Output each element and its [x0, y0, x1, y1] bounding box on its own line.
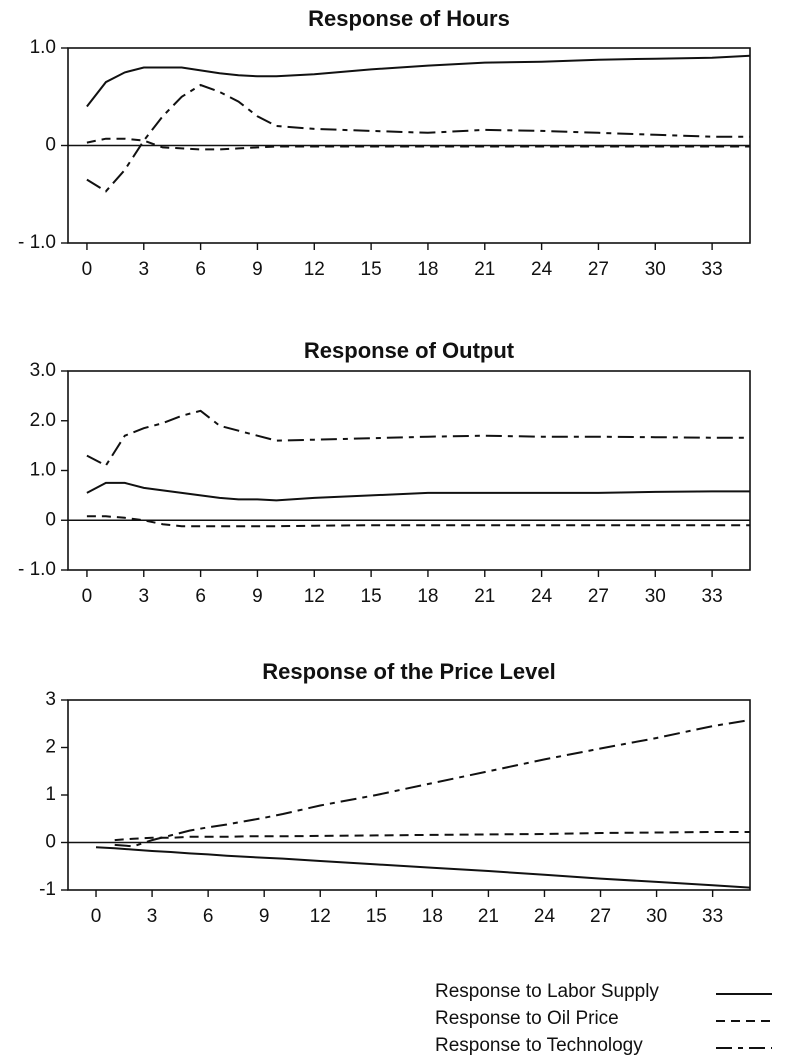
chart-title: Response of Output [304, 338, 515, 363]
y-tick-label: 0 [45, 135, 56, 156]
y-tick-label: 3 [45, 689, 56, 710]
y-tick-label: 0 [45, 832, 56, 853]
series-line [114, 831, 750, 842]
x-tick-label: 3 [147, 906, 158, 927]
y-tick-label: 2.0 [30, 410, 56, 431]
y-tick-label: - 1.0 [18, 232, 56, 253]
x-tick-label: 6 [195, 586, 206, 607]
legend-label: Response to Technology [435, 1035, 643, 1056]
y-tick-label: 2 [45, 737, 56, 758]
series-line [86, 481, 750, 502]
x-tick-label: 15 [361, 586, 382, 607]
x-tick-label: 9 [252, 586, 263, 607]
x-tick-label: 33 [702, 259, 723, 280]
plot-frame [67, 370, 751, 571]
x-tick-label: 6 [195, 259, 206, 280]
x-tick-label: 27 [590, 906, 611, 927]
x-tick-label: 21 [474, 586, 495, 607]
y-tick-label: 1 [45, 784, 56, 805]
chart-title: Response of the Price Level [262, 659, 555, 684]
x-tick-label: 12 [304, 259, 325, 280]
x-tick-label: 9 [259, 906, 270, 927]
y-tick-label: -1 [39, 879, 56, 900]
x-tick-label: 27 [588, 259, 609, 280]
x-tick-label: 3 [138, 586, 149, 607]
x-tick-label: 18 [422, 906, 443, 927]
series-line [114, 719, 751, 848]
x-tick-label: 0 [82, 586, 93, 607]
x-tick-label: 12 [310, 906, 331, 927]
x-tick-label: 27 [588, 586, 609, 607]
x-tick-label: 21 [478, 906, 499, 927]
y-tick-label: 3.0 [30, 360, 56, 381]
legend-label: Response to Oil Price [435, 1008, 619, 1029]
x-tick-label: 0 [82, 259, 93, 280]
x-tick-label: 33 [702, 906, 723, 927]
x-tick-label: 9 [252, 259, 263, 280]
series-line [86, 409, 750, 467]
x-tick-label: 21 [474, 259, 495, 280]
x-tick-label: 12 [304, 586, 325, 607]
x-tick-label: 24 [534, 906, 556, 927]
x-tick-label: 18 [417, 586, 438, 607]
x-tick-label: 24 [531, 259, 553, 280]
x-tick-label: 15 [366, 906, 387, 927]
series-line [86, 54, 751, 108]
x-tick-label: 24 [531, 586, 553, 607]
x-tick-label: 18 [417, 259, 438, 280]
x-tick-label: 30 [645, 586, 666, 607]
x-tick-label: 6 [203, 906, 214, 927]
series-line [86, 83, 750, 193]
y-tick-label: 1.0 [30, 37, 56, 58]
series-line [86, 515, 750, 528]
y-tick-label: 1.0 [30, 460, 56, 481]
x-tick-label: 3 [138, 259, 149, 280]
legend-label: Response to Labor Supply [435, 981, 659, 1002]
y-tick-label: 0 [45, 509, 56, 530]
y-tick-label: - 1.0 [18, 559, 56, 580]
series-line [86, 137, 750, 151]
plot-frame [67, 699, 751, 891]
chart-title: Response of Hours [308, 6, 510, 31]
x-tick-label: 0 [91, 906, 102, 927]
x-tick-label: 30 [646, 906, 667, 927]
x-tick-label: 33 [702, 586, 723, 607]
x-tick-label: 15 [361, 259, 382, 280]
series-line [95, 846, 751, 889]
x-tick-label: 30 [645, 259, 666, 280]
